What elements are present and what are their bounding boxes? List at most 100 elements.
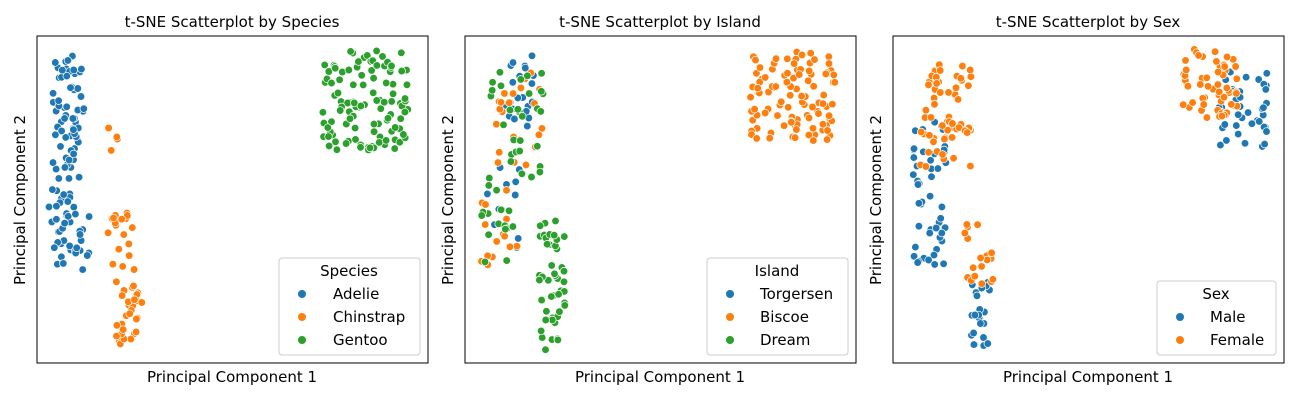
point-biscoe — [765, 134, 774, 143]
point-dream — [524, 89, 534, 98]
point-adelie — [52, 215, 61, 224]
point-dream — [496, 205, 506, 214]
point-female — [921, 162, 931, 171]
points-layer — [44, 46, 412, 349]
point-female — [930, 100, 939, 109]
point-dream — [535, 275, 544, 285]
point-female — [932, 79, 941, 88]
point-male — [970, 310, 980, 320]
point-chinstrap — [126, 334, 135, 344]
point-male — [927, 172, 936, 181]
point-biscoe — [792, 125, 801, 134]
point-dream — [536, 107, 545, 116]
point-adelie — [63, 56, 73, 65]
point-gentoo — [391, 123, 400, 132]
point-dream — [547, 261, 556, 270]
point-dream — [488, 78, 497, 87]
point-biscoe — [752, 134, 761, 143]
point-gentoo — [383, 114, 393, 123]
point-chinstrap — [125, 251, 134, 260]
point-dream — [537, 295, 546, 305]
point-male — [1241, 73, 1251, 82]
point-dream — [496, 81, 506, 90]
point-female — [1227, 100, 1236, 109]
point-gentoo — [323, 123, 332, 132]
point-biscoe — [512, 242, 522, 251]
point-torgersen — [521, 63, 530, 73]
y-axis-label: Principal Component 2 — [11, 115, 29, 285]
point-adelie — [48, 89, 58, 98]
point-male — [914, 222, 924, 231]
point-biscoe — [771, 82, 780, 91]
point-biscoe — [492, 120, 501, 129]
point-biscoe — [787, 118, 796, 127]
point-male — [909, 153, 918, 162]
point-female — [925, 131, 934, 140]
point-gentoo — [388, 89, 398, 98]
legend-label-gentoo: Gentoo — [333, 331, 388, 349]
point-male — [1222, 136, 1231, 145]
legend-marker-dream — [726, 336, 734, 344]
point-biscoe — [761, 73, 770, 82]
y-axis-label: Principal Component 2 — [439, 115, 457, 285]
point-female — [1183, 82, 1193, 91]
point-male — [969, 328, 978, 338]
point-female — [956, 74, 965, 83]
point-dream — [504, 206, 514, 215]
legend-marker-chinstrap — [298, 313, 306, 321]
point-female — [951, 83, 961, 92]
point-female — [1219, 93, 1229, 102]
point-dream — [537, 87, 546, 96]
point-chinstrap — [118, 262, 127, 271]
legend-label-female: Female — [1210, 331, 1264, 349]
point-female — [966, 161, 975, 171]
x-axis-label: Principal Component 1 — [147, 368, 317, 386]
plot-area-frame — [892, 35, 1285, 364]
point-biscoe — [830, 78, 839, 87]
point-female — [926, 113, 936, 122]
point-biscoe — [784, 103, 793, 112]
point-female — [1181, 56, 1190, 65]
point-dream — [553, 335, 563, 345]
point-gentoo — [387, 61, 396, 71]
legend-box — [1156, 280, 1277, 356]
point-dream — [502, 256, 511, 265]
point-male — [1234, 129, 1243, 139]
point-biscoe — [783, 54, 792, 63]
point-chinstrap — [112, 321, 122, 330]
point-adelie — [69, 149, 78, 159]
point-male — [1262, 69, 1271, 78]
point-gentoo — [400, 107, 410, 117]
legend-label-adelie: Adelie — [333, 285, 379, 303]
point-dream — [559, 277, 569, 286]
point-dream — [516, 136, 525, 145]
point-female — [1212, 57, 1221, 66]
chart-title: t-SNE Scatterplot by Species — [125, 13, 340, 31]
point-female — [917, 127, 926, 137]
point-gentoo — [331, 64, 340, 73]
point-dream — [516, 75, 525, 84]
point-biscoe — [804, 76, 813, 85]
point-chinstrap — [112, 132, 121, 142]
point-female — [948, 119, 957, 128]
point-gentoo — [356, 101, 366, 111]
point-biscoe — [819, 90, 828, 100]
point-adelie — [74, 173, 84, 182]
point-gentoo — [350, 123, 360, 133]
point-adelie — [61, 133, 70, 142]
point-adelie — [66, 83, 75, 92]
point-dream — [506, 157, 516, 166]
point-biscoe — [492, 237, 501, 246]
point-chinstrap — [117, 215, 126, 224]
point-gentoo — [351, 135, 360, 144]
point-biscoe — [495, 148, 504, 157]
point-male — [969, 340, 979, 349]
point-adelie — [59, 190, 68, 199]
point-female — [1232, 74, 1241, 83]
point-gentoo — [344, 65, 353, 75]
point-gentoo — [365, 143, 375, 152]
point-dream — [547, 292, 556, 301]
point-biscoe — [822, 135, 832, 144]
legend-marker-male — [1176, 313, 1184, 321]
point-female — [977, 279, 986, 288]
